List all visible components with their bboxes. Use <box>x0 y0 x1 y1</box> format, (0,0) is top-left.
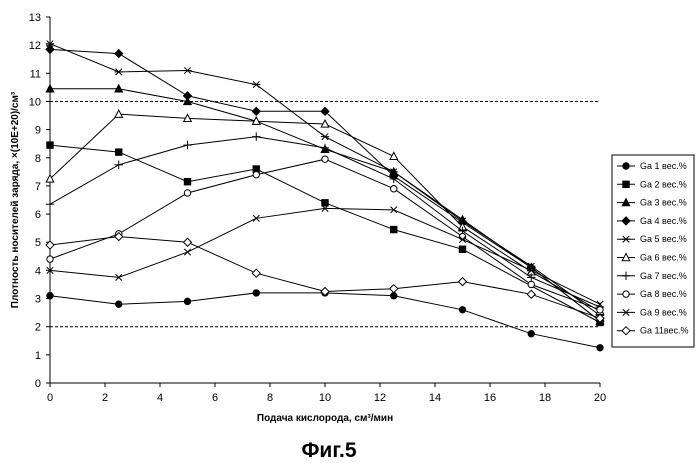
series-1 <box>47 290 603 351</box>
y-tick-label: 8 <box>35 153 41 165</box>
y-tick-label: 10 <box>29 96 41 108</box>
x-tick-label: 20 <box>594 392 606 404</box>
data-point <box>321 133 329 139</box>
legend-item: Ga 2 вес.% <box>617 179 687 189</box>
data-point <box>184 190 190 196</box>
data-point <box>391 186 397 192</box>
x-tick-label: 14 <box>429 392 441 404</box>
series-2 <box>47 142 603 326</box>
data-point <box>184 249 190 255</box>
x-tick-label: 6 <box>212 392 218 404</box>
series-6 <box>46 110 604 314</box>
x-axis-title: Подача кислорода, см³/мин <box>257 413 393 424</box>
data-point <box>115 110 123 117</box>
y-tick-label: 1 <box>35 350 41 362</box>
chart: 01234567891011121302468101214161820 Пода… <box>0 0 699 463</box>
data-point <box>623 163 629 169</box>
series-line <box>50 237 600 319</box>
legend: Ga 1 вес.% Ga 2 вес.% Ga 3 вес.% Ga 4 вес.%… <box>612 155 694 347</box>
x-tick-label: 16 <box>484 392 496 404</box>
y-tick-label: 6 <box>35 209 41 221</box>
legend-label: Ga 11вес.% <box>640 326 689 336</box>
data-point <box>253 171 259 177</box>
data-point <box>597 345 603 351</box>
data-point <box>252 81 260 87</box>
x-tick-label: 10 <box>319 392 331 404</box>
y-tick-label: 0 <box>35 378 41 390</box>
series-4 <box>46 45 604 325</box>
legend-label: Ga 5 вес.% <box>640 234 687 244</box>
data-point <box>47 256 53 262</box>
data-point <box>390 152 398 159</box>
y-tick-label: 11 <box>30 68 41 80</box>
series-line <box>50 49 600 321</box>
x-tick-label: 0 <box>47 392 53 404</box>
data-point <box>116 149 122 155</box>
series-line <box>50 293 600 348</box>
data-point <box>47 142 53 148</box>
data-point <box>528 281 534 287</box>
data-point <box>183 67 191 73</box>
y-tick-label: 2 <box>35 322 41 334</box>
x-tick-label: 4 <box>157 392 163 404</box>
data-point <box>115 69 123 75</box>
data-point <box>183 141 191 149</box>
data-point <box>528 331 534 337</box>
data-point <box>527 290 535 298</box>
data-point <box>184 179 190 185</box>
data-point <box>252 269 260 277</box>
data-point <box>390 285 398 293</box>
y-tick-label: 5 <box>35 237 41 249</box>
data-point <box>252 132 260 140</box>
figure-caption: Фиг.5 <box>302 439 357 462</box>
data-point <box>459 307 465 313</box>
legend-label: Ga 4 вес.% <box>640 216 687 226</box>
data-point <box>322 200 328 206</box>
x-tick-label: 12 <box>374 392 386 404</box>
legend-label: Ga 1 вес.% <box>640 161 687 171</box>
data-point <box>322 156 328 162</box>
data-point <box>391 293 397 299</box>
y-tick-label: 12 <box>29 40 41 52</box>
data-point <box>184 298 190 304</box>
data-point <box>184 238 192 246</box>
data-point <box>184 92 192 100</box>
legend-label: Ga 2 вес.% <box>640 179 687 189</box>
x-tick-label: 8 <box>267 392 273 404</box>
y-tick-label: 7 <box>35 181 41 193</box>
y-tick-label: 13 <box>29 12 41 24</box>
data-point <box>623 181 629 187</box>
data-point <box>459 278 467 286</box>
y-axis-title: Плотность носителей заряда, ×(10E+20)/см… <box>10 91 21 308</box>
x-tick-label: 2 <box>102 392 108 404</box>
data-point <box>116 301 122 307</box>
legend-label: Ga 3 вес.% <box>640 198 687 208</box>
data-point <box>597 307 603 313</box>
legend-label: Ga 6 вес.% <box>640 253 687 263</box>
series-line <box>50 114 600 311</box>
data-point <box>115 161 123 169</box>
legend-label: Ga 8 вес.% <box>640 289 687 299</box>
y-tick-label: 4 <box>35 265 41 277</box>
x-tick-label: 18 <box>539 392 551 404</box>
data-series <box>46 41 604 351</box>
data-point <box>459 246 465 252</box>
data-point <box>391 226 397 232</box>
data-point <box>46 200 54 208</box>
y-tick-label: 3 <box>35 294 41 306</box>
data-point <box>47 293 53 299</box>
legend-label: Ga 7 вес.% <box>640 271 687 281</box>
data-point <box>623 291 629 297</box>
data-point <box>252 107 260 115</box>
y-tick-label: 9 <box>35 125 41 137</box>
data-point <box>115 50 123 58</box>
legend-label: Ga 9 вес.% <box>640 307 687 317</box>
data-point <box>253 290 259 296</box>
